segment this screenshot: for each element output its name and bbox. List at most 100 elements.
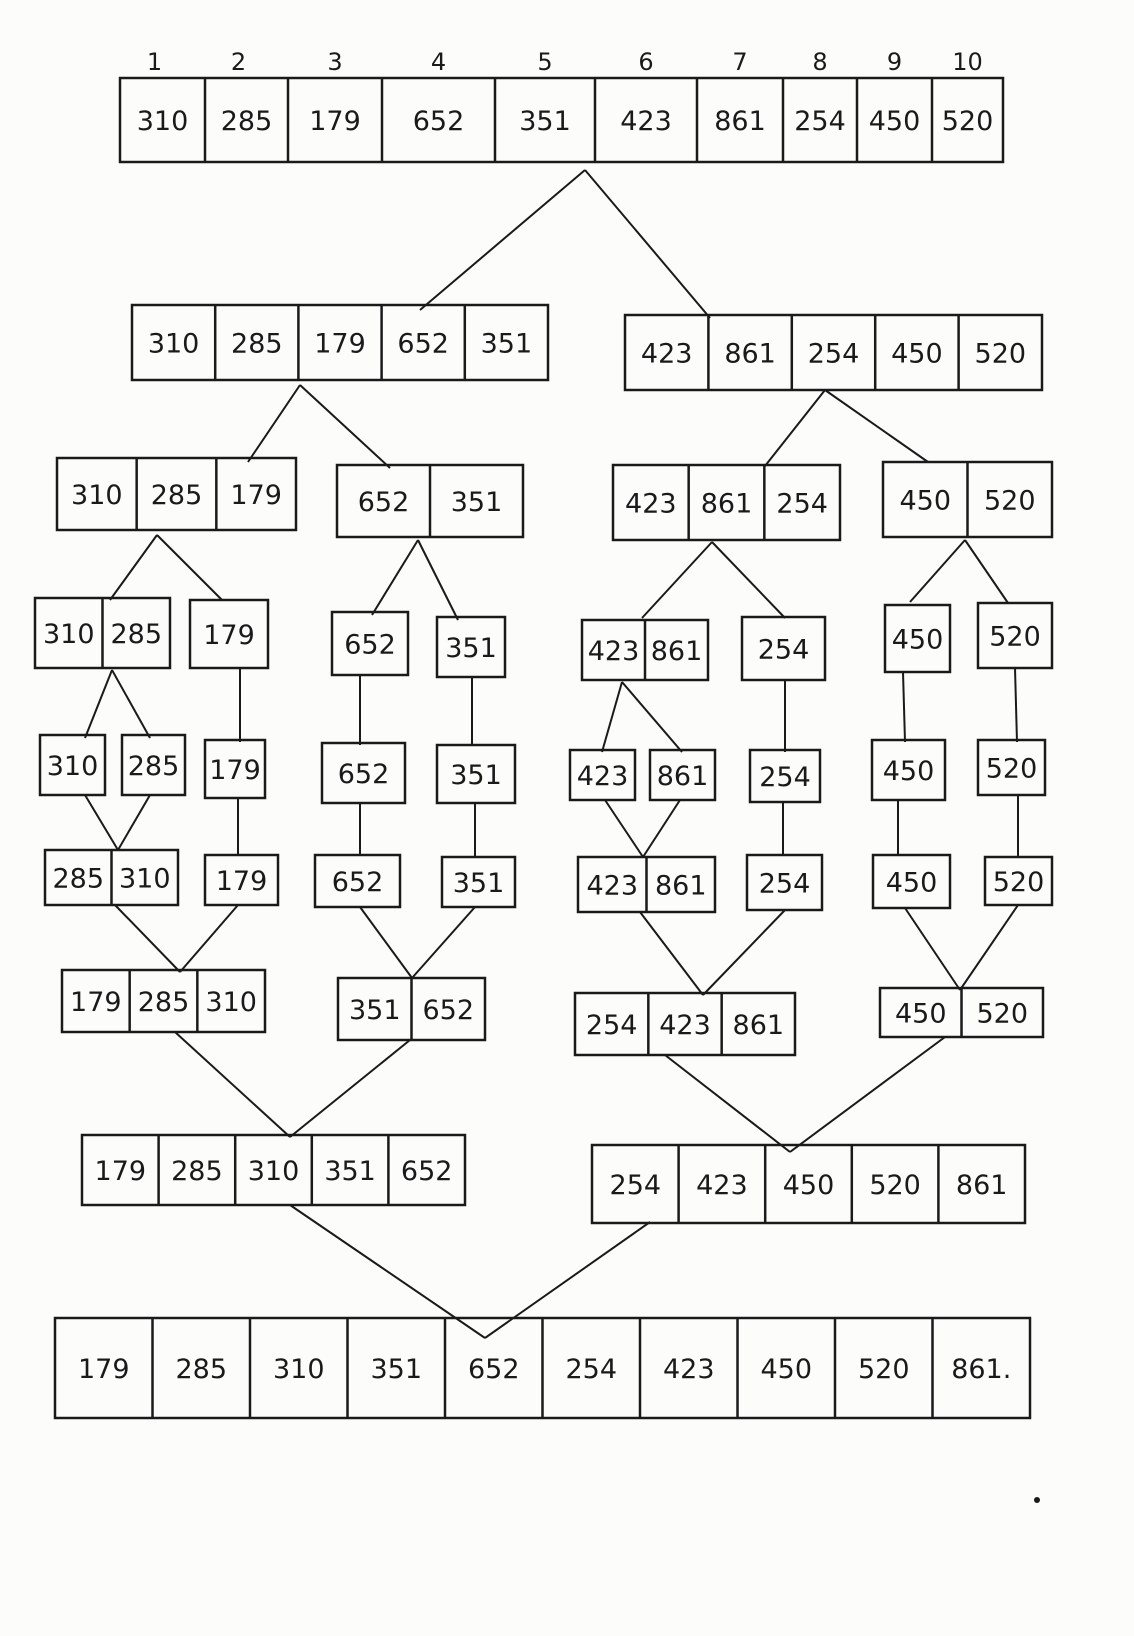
array-cell-value: 179	[70, 987, 122, 1018]
index-label: 8	[812, 48, 827, 76]
array-cell-value: 520	[975, 339, 1027, 370]
array-box	[568, 748, 637, 802]
array-box	[883, 603, 952, 674]
array-box	[435, 743, 517, 805]
connector-line	[1014, 667, 1018, 743]
connector-line	[964, 539, 1009, 604]
array-box	[573, 991, 797, 1057]
connector-line	[764, 389, 826, 467]
array-cell-value: 652	[468, 1354, 520, 1385]
connector-line	[371, 539, 419, 616]
connector-line	[642, 799, 681, 858]
array-cell-value: 310	[148, 329, 200, 360]
connector-line	[114, 904, 181, 973]
array-box	[330, 610, 410, 677]
array-cell-value: 423	[696, 1170, 748, 1201]
connector-line	[84, 669, 113, 739]
index-label: 5	[537, 48, 552, 76]
connector-line	[702, 909, 786, 996]
array-cell-value: 179	[209, 755, 261, 786]
array-cell-value: 423	[577, 761, 629, 792]
array-cell-value: 254	[759, 869, 811, 900]
array-cell-value: 423	[659, 1010, 711, 1041]
connector-line	[117, 794, 151, 851]
array-cell-value: 423	[641, 339, 693, 370]
array-cell-value: 351	[445, 633, 497, 664]
array-cell-value: 179	[309, 106, 361, 137]
connector-line	[174, 1031, 291, 1138]
array-cell-value: 285	[231, 329, 283, 360]
array-cell-value: 520	[976, 999, 1028, 1030]
array-cell-value: 285	[110, 619, 162, 650]
array-cell-value: 351	[453, 868, 505, 899]
array-cell-value: 652	[413, 106, 465, 137]
array-box	[55, 456, 298, 532]
array-cell-value: 861	[714, 106, 766, 137]
array-cell-value: 310	[43, 619, 95, 650]
connector-line	[789, 1036, 946, 1153]
connector-line	[289, 1204, 486, 1339]
array-cell-value: 179	[95, 1156, 147, 1187]
array-cell-value: 520	[869, 1170, 921, 1201]
array-cell-value: 652	[401, 1156, 453, 1187]
connector-line	[289, 1039, 411, 1138]
connector-line	[664, 1054, 791, 1153]
connector-line	[484, 1221, 651, 1339]
index-label: 2	[231, 48, 246, 76]
array-cell-value: 652	[338, 759, 390, 790]
array-box	[320, 741, 407, 805]
connector-line	[111, 669, 151, 739]
array-cell-value: 520	[986, 754, 1038, 785]
array-box	[623, 313, 1044, 392]
array-cell-value: 310	[248, 1156, 300, 1187]
array-cell-value: 450	[892, 625, 944, 656]
index-label: 3	[327, 48, 342, 76]
array-box	[440, 855, 517, 909]
connector-line	[621, 681, 683, 753]
connector-line	[156, 534, 223, 601]
array-box	[118, 76, 1005, 164]
connector-line	[959, 904, 1019, 991]
array-cell-value: 285	[151, 480, 203, 511]
array-box	[745, 853, 824, 912]
array-box	[976, 738, 1047, 797]
array-box	[203, 853, 280, 907]
array-cell-value: 254	[758, 635, 810, 666]
ink-dot	[1034, 1497, 1040, 1503]
array-box	[983, 855, 1054, 907]
array-box	[130, 303, 550, 382]
array-cell-value: 351	[451, 487, 503, 518]
array-cell-value: 423	[588, 636, 640, 667]
connector-line	[419, 169, 586, 311]
index-label: 9	[887, 48, 902, 76]
connector-line	[179, 904, 239, 973]
connector-line	[359, 906, 413, 979]
array-cell-value: 310	[273, 1354, 325, 1385]
array-cell-value: 520	[858, 1354, 910, 1385]
connector-line	[601, 681, 623, 753]
array-cell-value: 423	[586, 871, 638, 902]
array-cell-value: 310	[137, 106, 189, 137]
connector-line	[299, 384, 391, 469]
array-cell-value: 652	[358, 487, 410, 518]
array-cell-value: 179	[230, 480, 282, 511]
array-cell-value: 861	[724, 339, 776, 370]
array-cell-value: 310	[205, 987, 257, 1018]
array-box	[120, 733, 187, 797]
index-label: 1	[147, 48, 162, 76]
array-cell-value: 520	[993, 867, 1045, 898]
array-cell-value: 450	[883, 756, 935, 787]
array-cell-value: 351	[519, 106, 571, 137]
array-cell-value: 450	[886, 868, 938, 899]
array-cell-value: 179	[78, 1354, 130, 1385]
array-cell-value: 310	[47, 751, 99, 782]
array-box	[648, 748, 717, 802]
array-cell-value: 652	[397, 329, 449, 360]
index-label: 10	[952, 48, 983, 76]
array-box	[740, 615, 827, 682]
array-cell-value: 450	[760, 1354, 812, 1385]
index-label: 4	[431, 48, 446, 76]
connector-line	[639, 911, 704, 996]
